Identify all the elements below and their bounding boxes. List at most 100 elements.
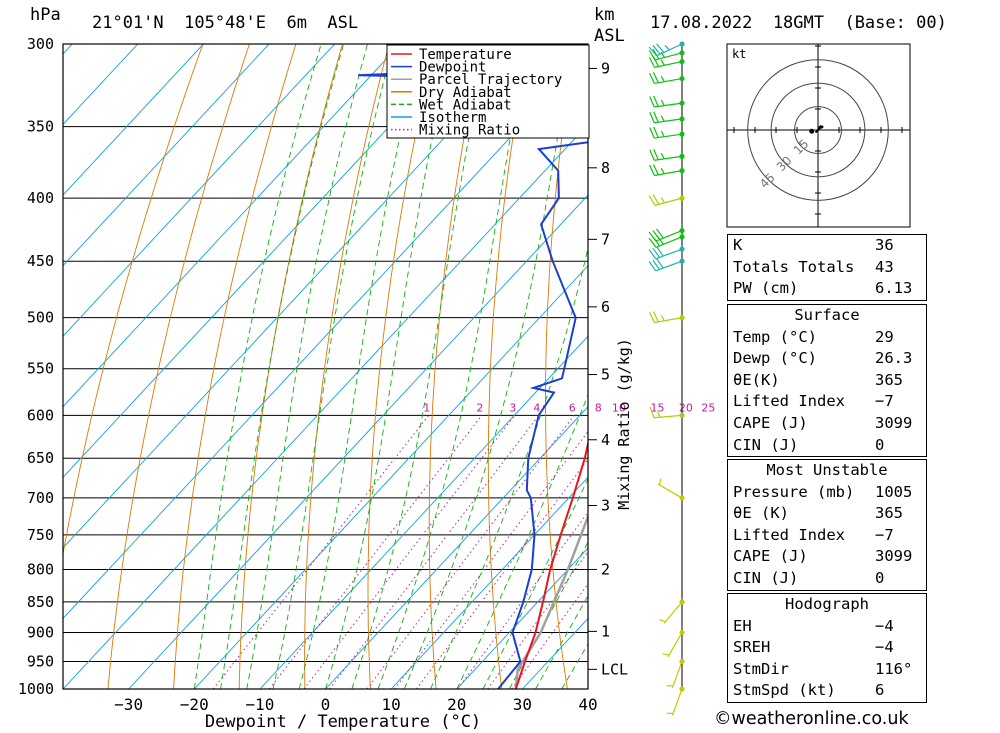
- wind-barb: [649, 406, 685, 419]
- barb-flag: [656, 246, 664, 257]
- barb-half-flag: [660, 59, 665, 66]
- barb-half-flag: [664, 44, 670, 51]
- barb-flag: [652, 45, 661, 55]
- wind-profile: [648, 41, 685, 716]
- barb-flag: [652, 72, 659, 83]
- surface-dewp-value: 26.3: [875, 349, 913, 368]
- surface-li-label: Lifted Index: [733, 392, 845, 411]
- totals-value: 43: [875, 257, 894, 276]
- isotherm-line: [325, 406, 588, 689]
- barb-dot: [679, 100, 685, 106]
- barb-dot: [679, 658, 685, 665]
- barb-shaft: [654, 197, 683, 206]
- temperature-curve: [514, 439, 588, 689]
- mu-cin-label: CIN (J): [733, 568, 799, 587]
- dry-adiabat-line: [173, 44, 297, 689]
- barb-dot: [679, 495, 685, 501]
- mu-li-label: Lifted Index: [733, 525, 845, 544]
- wind-barb: [648, 227, 685, 242]
- sreh-label: SREH: [733, 638, 771, 657]
- wet-adiabat-line: [246, 44, 368, 689]
- hodograph-ring: [794, 106, 842, 154]
- dry-adiabat-line: [63, 44, 204, 557]
- height-km-label: 8: [601, 159, 610, 177]
- dry-adiabat-line: [238, 44, 343, 689]
- dry-adiabat-line: [993, 26, 1000, 689]
- surface-theta-value: 365: [875, 370, 903, 389]
- barb-flag: [652, 311, 659, 323]
- k-value: 36: [875, 236, 894, 254]
- barb-flag: [649, 164, 655, 176]
- legend-entry: Mixing Ratio: [419, 123, 520, 139]
- isotherm-line: [63, 44, 205, 196]
- height-km-label: 9: [601, 59, 610, 77]
- wind-barb: [649, 311, 685, 324]
- datetime-title: 17.08.2022 18GMT (Base: 00): [650, 13, 947, 33]
- isotherm-line: [390, 476, 588, 689]
- mixing-ratio-line: [268, 414, 483, 689]
- barb-shaft: [654, 60, 683, 68]
- barb-dot: [679, 629, 685, 636]
- mixing-ratio-line: [329, 414, 540, 689]
- pressure-label: 700: [27, 489, 54, 507]
- dry-adiabat-line: [304, 44, 390, 689]
- barb-dot: [679, 41, 685, 47]
- surface-cin-label: CIN (J): [733, 435, 799, 454]
- temperature-tick-label: −20: [180, 695, 209, 714]
- pressure-label: 450: [27, 252, 54, 270]
- barb-dot: [679, 686, 685, 692]
- eh-label: EH: [733, 616, 752, 635]
- wet-adiabat-line: [193, 44, 322, 689]
- barb-dot: [679, 116, 685, 122]
- mixing-ratio-line: [394, 430, 588, 689]
- barb-shaft: [654, 102, 683, 108]
- wet-adiabat-line: [351, 44, 488, 689]
- hodograph-ring: [770, 82, 866, 178]
- pressure-label: 800: [27, 560, 54, 578]
- barb-flag: [656, 228, 664, 239]
- barb-shaft: [654, 77, 683, 85]
- mu-cin-value: 0: [875, 568, 885, 587]
- barb-flag: [648, 249, 657, 260]
- wind-barb: [649, 95, 685, 108]
- barb-half-flag: [660, 99, 665, 106]
- barb-flag: [653, 148, 659, 160]
- legend-entry: Dry Adiabat: [419, 85, 512, 101]
- wet-adiabat-line: [482, 477, 588, 689]
- dry-adiabat-line: [107, 44, 250, 689]
- barb-shaft: [655, 236, 683, 248]
- credit-link[interactable]: ©weatheronline.co.uk: [714, 709, 909, 729]
- height-km-label: 2: [601, 560, 610, 578]
- pressure-label: 750: [27, 526, 54, 544]
- wet-adiabat-line: [325, 44, 453, 689]
- wind-barb: [657, 478, 685, 501]
- pressure-label: 950: [27, 653, 54, 671]
- barb-flag: [649, 96, 655, 108]
- stmdir-value: 116°: [875, 659, 913, 678]
- hodograph-trace: [814, 124, 824, 134]
- barb-shaft: [654, 118, 683, 124]
- stmspd-value: 6: [875, 681, 885, 700]
- wet-adiabat-line: [403, 44, 575, 689]
- barb-flag: [653, 126, 659, 138]
- wind-barb: [648, 41, 685, 57]
- mixing-ratio-label: 20: [679, 401, 693, 414]
- temperature-tick-label: 20: [447, 695, 466, 714]
- surface-cape-value: 3099: [875, 413, 913, 432]
- asl-unit-label: ASL: [594, 26, 625, 46]
- barb-dot: [679, 412, 685, 418]
- eh-value: −4: [875, 616, 894, 635]
- barb-dot: [679, 258, 685, 264]
- temperature-tick-label: 30: [513, 695, 532, 714]
- barb-flag: [652, 194, 660, 205]
- wind-barb: [648, 48, 685, 61]
- barb-flag: [652, 230, 661, 240]
- hodograph-table: Hodograph EH −4 SREH −4 StmDir 116° StmSpd …: [727, 593, 927, 703]
- barb-shaft: [655, 248, 683, 260]
- barb-flag: [652, 259, 660, 270]
- barb-half-flag: [658, 478, 662, 486]
- totals-label: Totals Totals: [733, 257, 855, 276]
- mixing-ratio-label: 3: [509, 401, 516, 414]
- wind-barb: [648, 194, 685, 206]
- mixing-ratio-line: [212, 414, 430, 689]
